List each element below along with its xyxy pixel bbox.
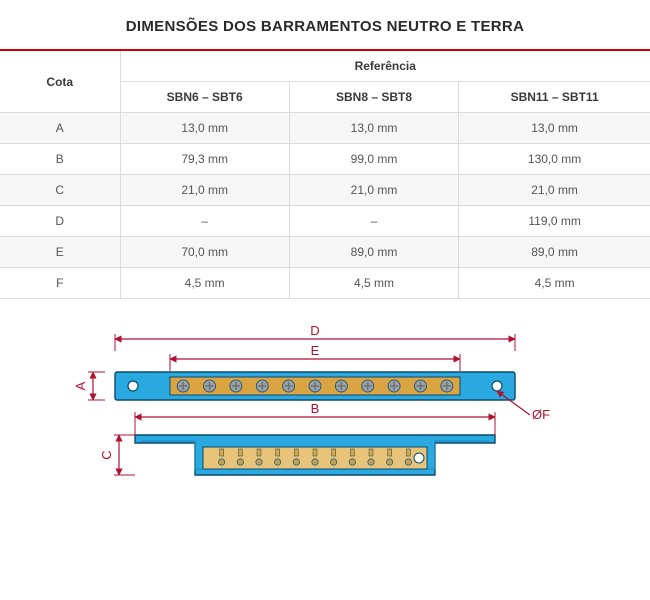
col-header-0: SBN6 – SBT6 [120, 82, 289, 113]
svg-text:C: C [99, 450, 114, 459]
col-header-cota: Cota [0, 51, 120, 113]
table-cell: 13,0 mm [289, 113, 458, 144]
col-header-2: SBN11 – SBT11 [459, 82, 650, 113]
table-cell: 4,5 mm [289, 268, 458, 299]
technical-diagram: DE A ØF B C [0, 299, 650, 557]
table-row: A13,0 mm13,0 mm13,0 mm [0, 113, 650, 144]
table-cell: 130,0 mm [459, 144, 650, 175]
dimensions-table: Cota Referência SBN6 – SBT6 SBN8 – SBT8 … [0, 51, 650, 299]
row-label: F [0, 268, 120, 299]
table-row: F4,5 mm4,5 mm4,5 mm [0, 268, 650, 299]
table-row: C21,0 mm21,0 mm21,0 mm [0, 175, 650, 206]
table-cell: 99,0 mm [289, 144, 458, 175]
col-header-1: SBN8 – SBT8 [289, 82, 458, 113]
table-cell: 21,0 mm [289, 175, 458, 206]
page-title: DIMENSÕES DOS BARRAMENTOS NEUTRO E TERRA [0, 0, 650, 49]
table-body: A13,0 mm13,0 mm13,0 mmB79,3 mm99,0 mm130… [0, 113, 650, 299]
svg-text:ØF: ØF [532, 407, 550, 422]
svg-text:E: E [311, 343, 320, 358]
table-row: D––119,0 mm [0, 206, 650, 237]
table-cell: 4,5 mm [120, 268, 289, 299]
row-label: E [0, 237, 120, 268]
table-cell: 21,0 mm [120, 175, 289, 206]
row-label: A [0, 113, 120, 144]
svg-text:A: A [75, 381, 88, 390]
table-cell: 119,0 mm [459, 206, 650, 237]
svg-text:D: D [310, 323, 319, 338]
col-header-referencia: Referência [120, 51, 650, 82]
table-cell: 89,0 mm [289, 237, 458, 268]
row-label: C [0, 175, 120, 206]
row-label: B [0, 144, 120, 175]
table-cell: 4,5 mm [459, 268, 650, 299]
table-cell: 70,0 mm [120, 237, 289, 268]
table-cell: 21,0 mm [459, 175, 650, 206]
row-label: D [0, 206, 120, 237]
table-cell: 79,3 mm [120, 144, 289, 175]
table-cell: – [120, 206, 289, 237]
svg-text:B: B [311, 401, 320, 416]
table-row: E70,0 mm89,0 mm89,0 mm [0, 237, 650, 268]
table-cell: 13,0 mm [120, 113, 289, 144]
table-cell: – [289, 206, 458, 237]
table-cell: 89,0 mm [459, 237, 650, 268]
table-cell: 13,0 mm [459, 113, 650, 144]
table-row: B79,3 mm99,0 mm130,0 mm [0, 144, 650, 175]
